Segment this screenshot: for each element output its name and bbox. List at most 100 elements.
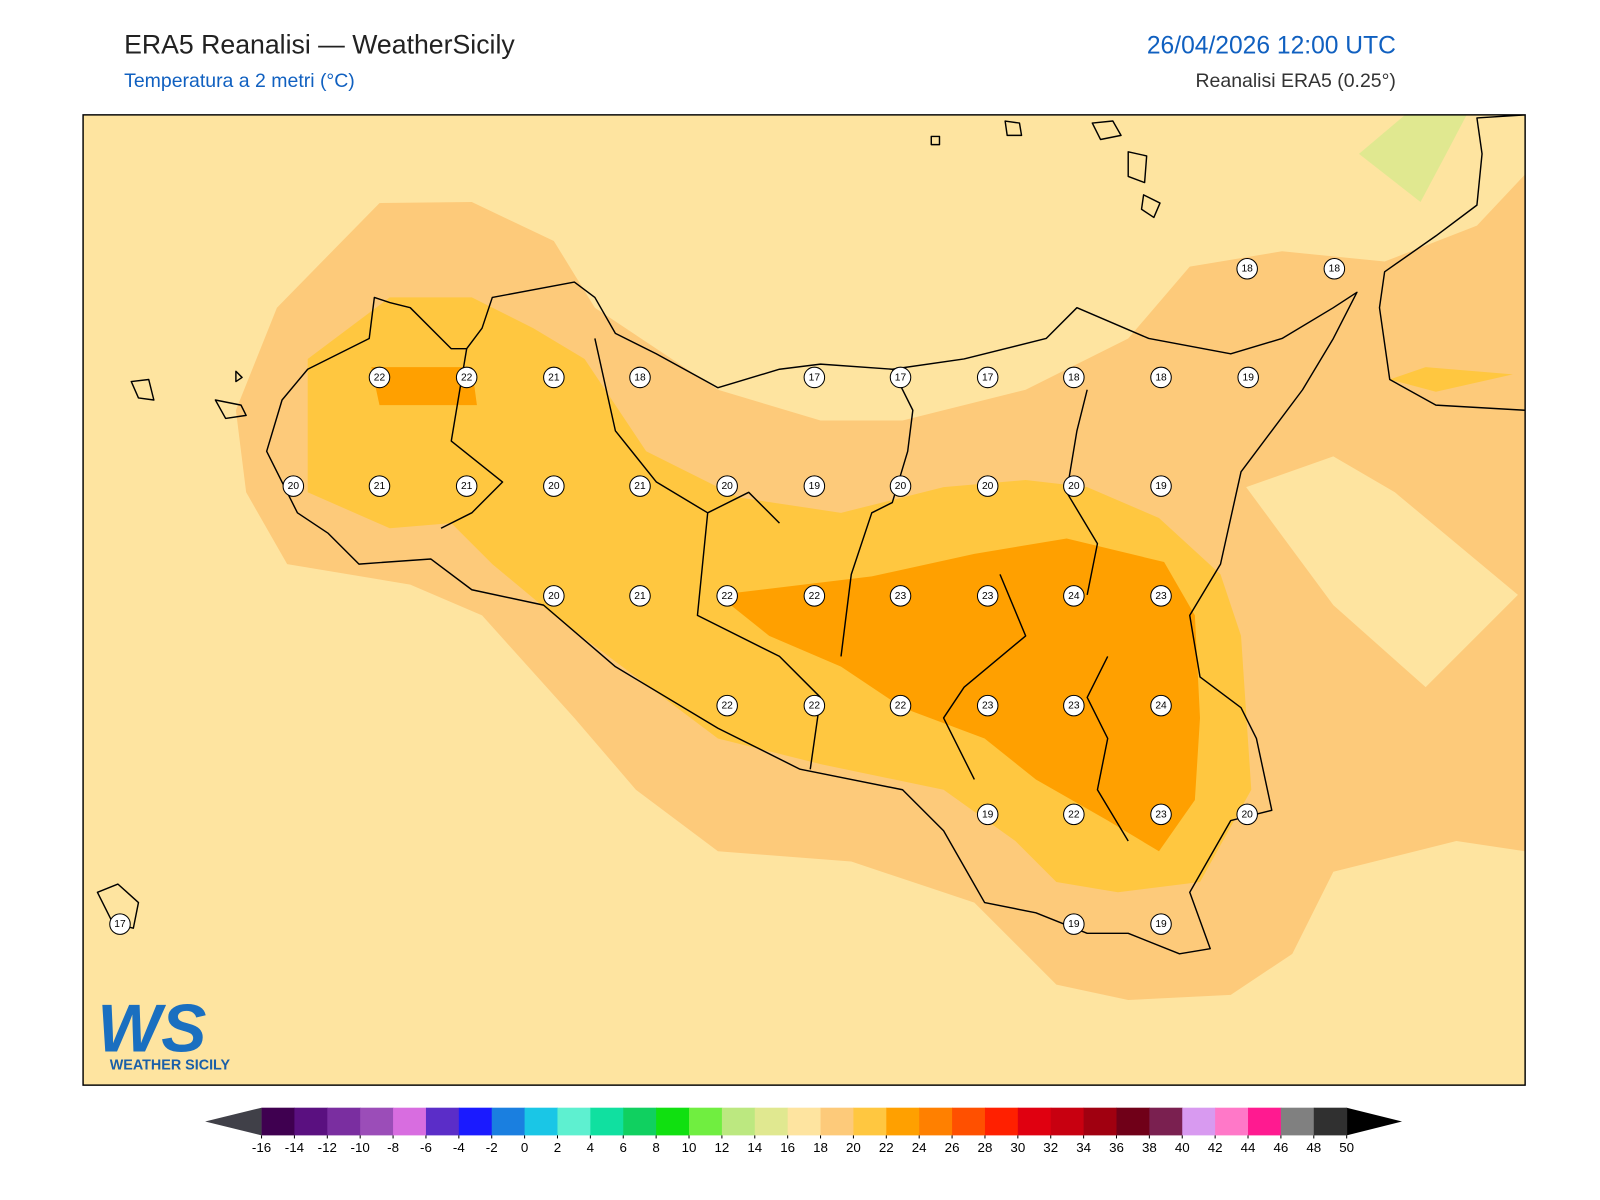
colorbar-segment: [1313, 1107, 1348, 1136]
station-value: 22: [721, 701, 733, 712]
colorbar-segment: [327, 1107, 361, 1136]
station-marker: [716, 475, 738, 497]
station-marker: [1063, 803, 1085, 826]
colorbar-over: [1346, 1107, 1403, 1136]
colorbar-tick-label: 8: [652, 1140, 659, 1155]
station-value: 19: [809, 481, 821, 492]
station-marker: [803, 694, 826, 717]
station-value: 20: [548, 481, 560, 492]
colorbar-tick-label: 12: [714, 1140, 729, 1155]
colorbar: -16 -14 -12 -10 -8 -6 -4 -2 0 2 4 6 8 10 12 14 16 18 20 22 2…: [205, 1107, 1403, 1155]
colorbar-segment: [886, 1107, 920, 1136]
colorbar-tick-label: 46: [1273, 1140, 1288, 1155]
station-marker: [1063, 585, 1085, 607]
station-value: 22: [721, 591, 733, 602]
station-value: 18: [1068, 372, 1080, 383]
colorbar-tick-label: 0: [521, 1140, 528, 1155]
station-value: 20: [1068, 481, 1080, 492]
colorbar-segment: [623, 1107, 657, 1136]
colorbar-tick-label: 34: [1076, 1140, 1091, 1155]
colorbar-segment: [919, 1107, 953, 1136]
colorbar-segment: [360, 1107, 394, 1136]
colorbar-segment: [689, 1107, 723, 1136]
colorbar-tick-label: 48: [1306, 1140, 1321, 1155]
station-marker: [803, 585, 826, 607]
station-value: 21: [634, 481, 646, 492]
colorbar-segment: [1149, 1107, 1183, 1136]
station-marker: [1063, 366, 1085, 389]
map-frame: [82, 114, 1526, 1086]
colorbar-segment: [1083, 1107, 1118, 1136]
colorbar-tick-label: 18: [813, 1140, 828, 1155]
colorbar-segment: [491, 1107, 526, 1136]
station-marker: [1236, 257, 1258, 280]
colorbar-tick-label: 22: [879, 1140, 894, 1155]
source: Reanalisi ERA5 (0.25°): [1195, 70, 1395, 92]
station-marker: [716, 694, 738, 717]
colorbar-segment: [1017, 1107, 1052, 1136]
station-marker: [803, 475, 826, 497]
colorbar-segment: [1215, 1107, 1249, 1136]
station-marker: [1150, 803, 1172, 826]
colorbar-tick-label: 6: [620, 1140, 627, 1155]
station-value: 21: [548, 372, 560, 383]
station-marker: [1237, 366, 1259, 389]
colorbar-tick-label: 28: [978, 1140, 993, 1155]
station-marker: [1150, 585, 1172, 607]
colorbar-segment: [820, 1107, 854, 1136]
station-value: 24: [1068, 591, 1080, 602]
station-marker: [889, 475, 912, 497]
colorbar-tick-label: -10: [351, 1140, 370, 1155]
station-marker: [976, 366, 999, 389]
colorbar-segment: [1248, 1107, 1282, 1136]
colorbar-segment: [294, 1107, 328, 1136]
station-value: 21: [374, 481, 386, 492]
datetime: 26/04/2026 12:00 UTC: [1147, 32, 1396, 59]
colorbar-tick-label: 40: [1175, 1140, 1190, 1155]
station-marker: [1063, 913, 1085, 935]
colorbar-tick-label: 44: [1241, 1140, 1256, 1155]
colorbar-segment: [1116, 1107, 1150, 1136]
colorbar-segment: [1280, 1107, 1315, 1136]
station-marker: [109, 913, 131, 935]
island: [96, 120, 1161, 929]
station-marker: [543, 585, 565, 607]
temp-field: [1246, 456, 1518, 688]
station-marker: [455, 366, 478, 389]
colorbar-tick-label: -8: [387, 1140, 399, 1155]
colorbar-tick-label: -2: [486, 1140, 498, 1155]
station-marker: [803, 366, 826, 389]
colorbar-tick-label: 4: [587, 1140, 595, 1155]
colorbar-under: [205, 1107, 262, 1136]
station-marker: [368, 366, 391, 389]
station-marker: [889, 694, 912, 717]
colorbar-tick-label: -12: [318, 1140, 337, 1155]
colorbar-segment: [853, 1107, 887, 1136]
station-value: 19: [982, 809, 994, 820]
station-value: 23: [1068, 701, 1080, 712]
colorbar-tick-label: -14: [285, 1140, 305, 1155]
station-marker: [629, 366, 651, 389]
station-value: 21: [461, 481, 473, 492]
station-value: 17: [114, 919, 126, 930]
station-marker: [1323, 257, 1346, 280]
station-marker: [629, 585, 651, 607]
station-value: 23: [982, 701, 994, 712]
station-value: 22: [809, 701, 821, 712]
logo-text: WEATHER SICILY: [110, 1058, 231, 1074]
map: 18 18 22 22 21 18 17 17 17 18 18 19 20 21 21 20 21 20 19 20…: [82, 114, 1526, 1086]
station-value: 18: [1241, 264, 1253, 275]
station-marker: [976, 694, 999, 717]
colorbar-segment: [984, 1107, 1019, 1136]
colorbar-segment: [458, 1107, 493, 1136]
colorbar-tick-label: 10: [682, 1140, 697, 1155]
station-marker: [282, 475, 305, 497]
station-marker: [455, 475, 478, 497]
stations: 18 18 22 22 21 18 17 17 17 18 18 19 20 21 21 20 21 20 19 20…: [109, 257, 1346, 935]
colorbar-segment: [1050, 1107, 1085, 1136]
colorbar-tick-label: 38: [1142, 1140, 1157, 1155]
station-value: 19: [1068, 919, 1080, 930]
colorbar-tick-label: 36: [1109, 1140, 1124, 1155]
colorbar-segment: [524, 1107, 558, 1136]
colorbar-segment: [952, 1107, 986, 1136]
